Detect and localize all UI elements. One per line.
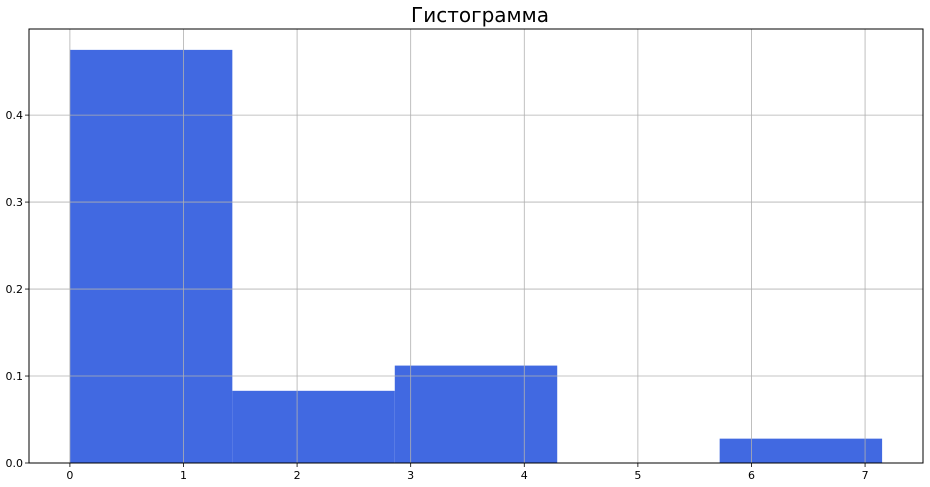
x-tick-label-5: 5 xyxy=(634,469,641,482)
y-tick-label-2: 0.2 xyxy=(6,283,24,296)
y-tick-label-0: 0.0 xyxy=(6,457,24,470)
bars xyxy=(69,49,883,463)
x-tick-label-3: 3 xyxy=(407,469,414,482)
chart-title: Гистограмма xyxy=(411,3,549,27)
plot-frame xyxy=(28,28,924,464)
histogram-bar-1 xyxy=(232,390,395,463)
y-tick-label-4: 0.4 xyxy=(6,109,24,122)
x-tick-label-0: 0 xyxy=(66,469,73,482)
y-tick-label-3: 0.3 xyxy=(6,196,24,209)
histogram-bar-4 xyxy=(719,438,883,463)
histogram-bar-2 xyxy=(394,365,558,463)
x-axis: 0 1 2 3 4 5 6 7 xyxy=(66,463,869,482)
y-tick-label-1: 0.1 xyxy=(6,370,24,383)
x-tick-label-7: 7 xyxy=(862,469,869,482)
x-tick-label-2: 2 xyxy=(294,469,301,482)
x-tick-label-4: 4 xyxy=(521,469,528,482)
histogram-bar-0 xyxy=(69,49,233,463)
x-tick-label-6: 6 xyxy=(748,469,755,482)
x-tick-label-1: 1 xyxy=(180,469,187,482)
y-axis: 0.0 0.1 0.2 0.3 0.4 xyxy=(6,109,29,470)
